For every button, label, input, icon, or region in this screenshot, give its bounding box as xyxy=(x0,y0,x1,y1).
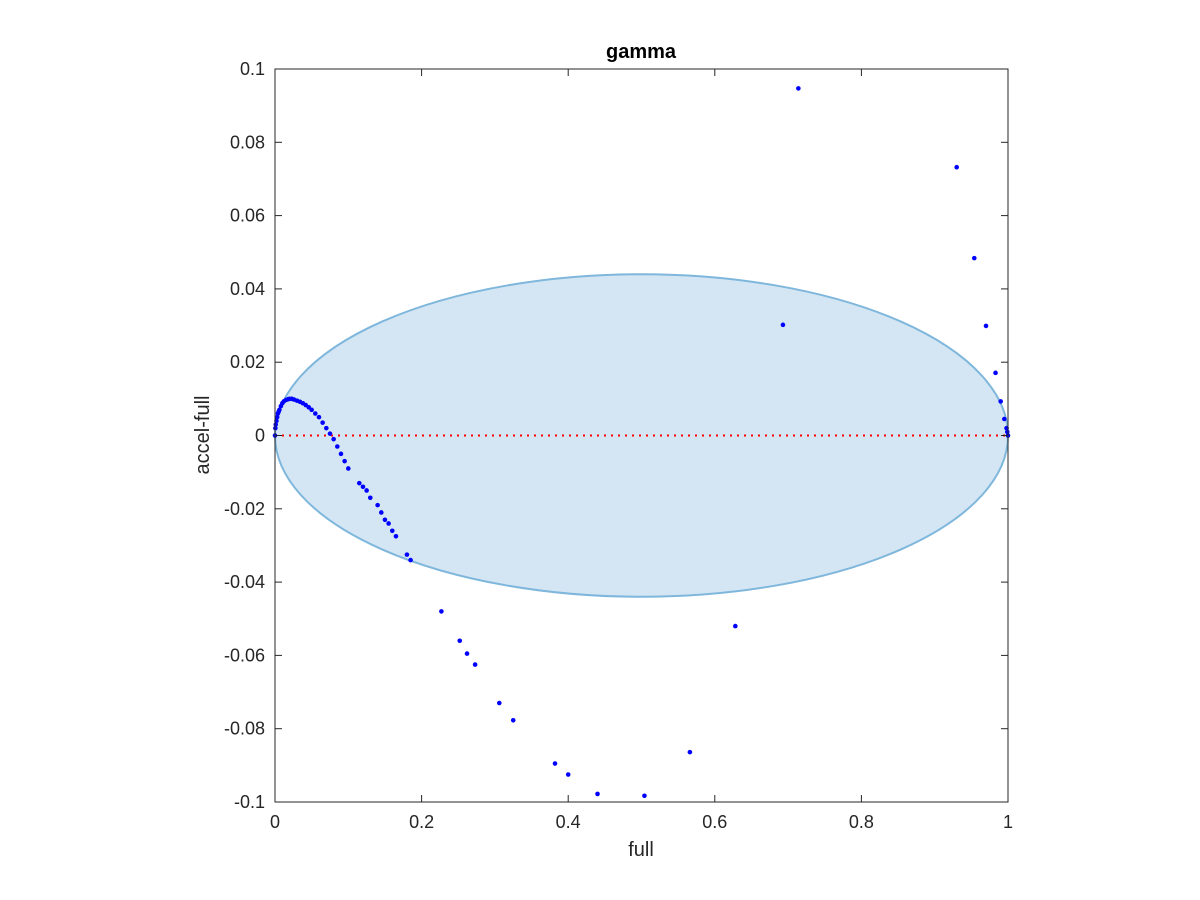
data-point xyxy=(496,700,502,706)
x-tick-label: 0 xyxy=(270,812,280,832)
data-point xyxy=(274,414,280,420)
data-point xyxy=(338,451,344,457)
data-point xyxy=(595,791,600,797)
data-point xyxy=(510,717,516,723)
y-tick-label: 0.02 xyxy=(230,352,265,372)
data-point xyxy=(565,772,571,777)
data-point xyxy=(346,466,351,471)
y-tick-label: 0.04 xyxy=(230,279,265,299)
data-point xyxy=(998,399,1003,404)
data-point xyxy=(320,420,325,425)
data-point xyxy=(356,480,362,486)
data-point xyxy=(464,651,470,656)
data-point xyxy=(382,517,388,523)
x-tick-label: 0.6 xyxy=(702,812,727,832)
data-point xyxy=(313,411,318,416)
data-point xyxy=(404,552,410,557)
data-point xyxy=(983,323,989,329)
data-point xyxy=(642,793,647,799)
data-point xyxy=(342,458,347,464)
data-point xyxy=(796,86,801,91)
data-point xyxy=(327,431,333,436)
data-point xyxy=(309,407,314,413)
data-point xyxy=(552,761,558,766)
data-point xyxy=(364,488,369,493)
y-axis-label: accel-full xyxy=(192,396,214,475)
data-point xyxy=(408,557,413,563)
data-point xyxy=(439,609,444,614)
data-point xyxy=(457,638,463,644)
x-tick-label: 0.2 xyxy=(409,812,434,832)
data-point xyxy=(378,510,384,515)
data-point xyxy=(993,370,998,376)
y-tick-label: 0.1 xyxy=(240,59,265,79)
x-tick-label: 0.8 xyxy=(849,812,874,832)
chart-title: gamma xyxy=(606,41,677,63)
data-point xyxy=(472,662,478,667)
data-point xyxy=(386,521,391,526)
data-point xyxy=(331,436,336,442)
x-tick-label: 1 xyxy=(1003,812,1013,832)
x-axis-label: full xyxy=(628,839,654,861)
data-point xyxy=(324,425,329,431)
y-tick-label: 0.08 xyxy=(230,132,265,152)
x-tick-label: 0.4 xyxy=(556,812,581,832)
data-point xyxy=(733,623,738,629)
data-point xyxy=(389,528,395,534)
data-point xyxy=(277,407,282,413)
data-point xyxy=(375,502,380,508)
y-tick-label: -0.04 xyxy=(224,572,265,592)
data-point xyxy=(360,484,366,490)
axis-ticks: 0 0.2 0.4 0.6 0.8 1 -0.1 -0.08 -0.06 -0.04 -0.02 0 0… xyxy=(224,59,1013,832)
y-tick-label: -0.02 xyxy=(224,499,265,519)
data-point xyxy=(780,322,786,328)
data-point xyxy=(393,533,399,539)
y-tick-label: -0.1 xyxy=(234,792,265,812)
data-point xyxy=(335,444,340,449)
data-point xyxy=(954,164,959,170)
data-point xyxy=(971,255,977,261)
data-point xyxy=(687,749,693,755)
y-tick-label: -0.06 xyxy=(224,645,265,665)
y-tick-label: 0 xyxy=(255,426,265,446)
data-point xyxy=(1002,416,1007,422)
data-point xyxy=(316,414,322,420)
data-point xyxy=(367,495,373,501)
y-tick-label: 0.06 xyxy=(230,206,265,226)
y-tick-label: -0.08 xyxy=(224,719,265,739)
